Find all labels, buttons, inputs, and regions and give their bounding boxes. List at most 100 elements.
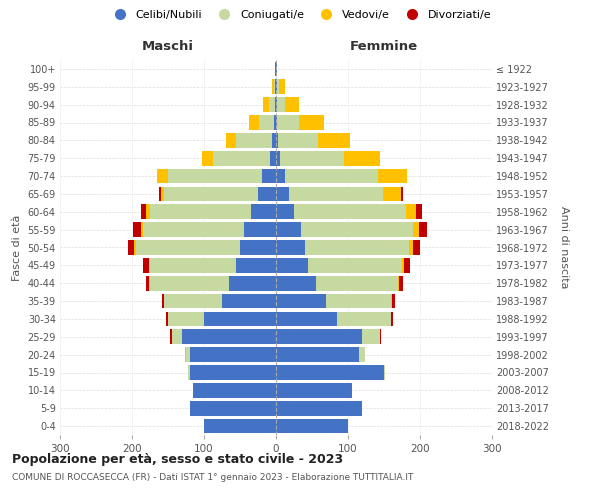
Bar: [301, 222, 413, 237]
Bar: [278, 133, 318, 148]
Bar: [248, 115, 259, 130]
Bar: [276, 204, 294, 219]
Bar: [244, 222, 276, 237]
Bar: [404, 258, 410, 272]
Bar: [150, 258, 236, 272]
Bar: [186, 348, 190, 362]
Bar: [272, 80, 274, 94]
Bar: [161, 186, 164, 201]
Bar: [150, 276, 229, 290]
Bar: [275, 80, 276, 94]
Bar: [168, 312, 204, 326]
Bar: [143, 258, 149, 272]
Bar: [164, 186, 258, 201]
Bar: [272, 133, 276, 148]
Bar: [128, 240, 134, 255]
Bar: [276, 186, 289, 201]
Text: Maschi: Maschi: [142, 40, 194, 53]
Bar: [391, 312, 394, 326]
Bar: [150, 204, 251, 219]
Bar: [259, 115, 274, 130]
Bar: [185, 348, 186, 362]
Bar: [170, 330, 172, 344]
Bar: [409, 240, 413, 255]
Bar: [419, 222, 427, 237]
Bar: [398, 276, 399, 290]
Bar: [158, 186, 161, 201]
Bar: [277, 98, 284, 112]
Bar: [172, 330, 182, 344]
Bar: [236, 258, 276, 272]
Bar: [277, 115, 299, 130]
Bar: [190, 348, 276, 362]
Bar: [406, 204, 416, 219]
Bar: [337, 312, 391, 326]
Text: Femmine: Femmine: [350, 40, 418, 53]
Bar: [275, 62, 276, 76]
Bar: [318, 133, 350, 148]
Bar: [362, 330, 380, 344]
Bar: [274, 115, 276, 130]
Bar: [326, 294, 391, 308]
Bar: [274, 80, 275, 94]
Bar: [316, 276, 398, 290]
Bar: [258, 186, 276, 201]
Bar: [212, 151, 270, 166]
Bar: [190, 365, 276, 380]
Bar: [276, 348, 359, 362]
Bar: [276, 419, 348, 434]
Bar: [276, 330, 362, 344]
Bar: [140, 222, 143, 237]
Bar: [166, 312, 168, 326]
Bar: [136, 240, 240, 255]
Bar: [143, 222, 244, 237]
Bar: [146, 204, 150, 219]
Bar: [164, 294, 222, 308]
Bar: [168, 168, 262, 184]
Bar: [236, 133, 272, 148]
Bar: [284, 98, 299, 112]
Bar: [276, 312, 337, 326]
Bar: [133, 222, 140, 237]
Bar: [402, 258, 404, 272]
Bar: [226, 133, 236, 148]
Bar: [284, 168, 378, 184]
Bar: [383, 186, 401, 201]
Bar: [289, 186, 383, 201]
Bar: [240, 240, 276, 255]
Bar: [276, 133, 278, 148]
Bar: [276, 240, 305, 255]
Bar: [413, 222, 419, 237]
Bar: [276, 276, 316, 290]
Bar: [294, 204, 406, 219]
Bar: [359, 348, 365, 362]
Bar: [202, 151, 212, 166]
Text: COMUNE DI ROCCASECCA (FR) - Dati ISTAT 1° gennaio 2023 - Elaborazione TUTTITALIA: COMUNE DI ROCCASECCA (FR) - Dati ISTAT 1…: [12, 472, 413, 482]
Bar: [140, 204, 146, 219]
Bar: [305, 240, 409, 255]
Bar: [182, 330, 276, 344]
Bar: [276, 222, 301, 237]
Bar: [276, 115, 277, 130]
Bar: [251, 204, 276, 219]
Bar: [270, 151, 276, 166]
Bar: [134, 240, 136, 255]
Bar: [262, 168, 276, 184]
Bar: [276, 258, 308, 272]
Text: Popolazione per età, sesso e stato civile - 2023: Popolazione per età, sesso e stato civil…: [12, 452, 343, 466]
Bar: [188, 365, 190, 380]
Bar: [276, 294, 326, 308]
Bar: [157, 168, 168, 184]
Bar: [391, 294, 392, 308]
Bar: [308, 258, 402, 272]
Bar: [222, 294, 276, 308]
Bar: [229, 276, 276, 290]
Bar: [392, 294, 395, 308]
Bar: [276, 401, 362, 415]
Bar: [399, 276, 403, 290]
Bar: [384, 365, 385, 380]
Bar: [204, 312, 276, 326]
Bar: [275, 98, 276, 112]
Bar: [280, 151, 344, 166]
Bar: [279, 80, 284, 94]
